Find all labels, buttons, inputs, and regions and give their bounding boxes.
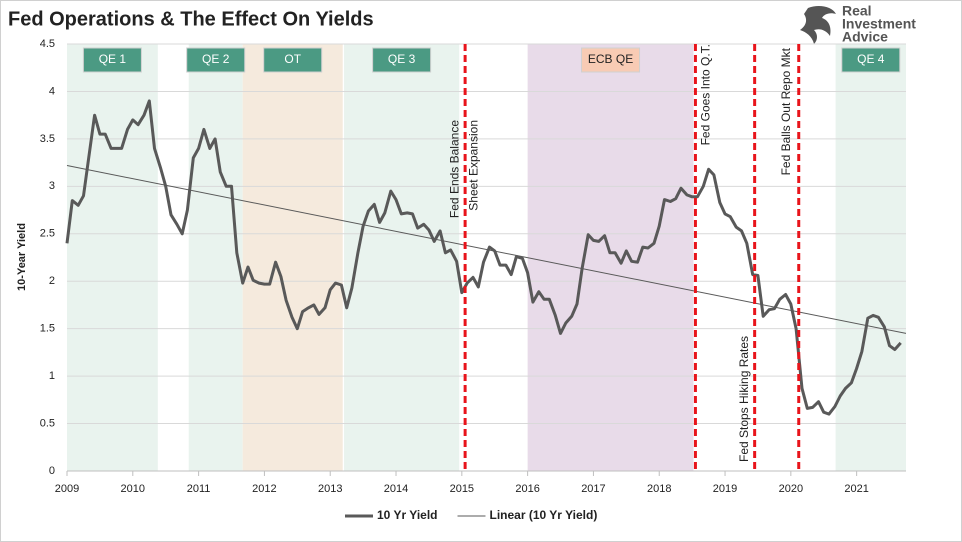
- region-label-box: [372, 47, 432, 73]
- region-label: QE 1: [99, 52, 127, 66]
- chart-title: Fed Operations & The Effect On Yields: [8, 8, 374, 30]
- event-label: Fed Stops Hiking Rates: [737, 336, 751, 462]
- x-tick-label: 2016: [515, 483, 539, 495]
- trend-line: [66, 165, 907, 334]
- logo-text: Investment: [842, 16, 916, 32]
- y-tick-label: 0.5: [40, 417, 55, 429]
- x-tick-label: 2011: [187, 483, 211, 495]
- region-label-box: [581, 47, 641, 73]
- region-label-box: [263, 47, 323, 73]
- logo-text: Real: [842, 3, 872, 19]
- yield-line: [65, 99, 902, 416]
- legend-label: Linear (10 Yr Yield): [490, 508, 598, 522]
- region: [527, 44, 694, 471]
- legend-label: 10 Yr Yield: [377, 508, 438, 522]
- region-label: OT: [284, 52, 301, 66]
- x-tick-label: 2018: [647, 483, 671, 495]
- x-tick-label: 2009: [55, 483, 79, 495]
- y-tick-label: 0: [49, 465, 55, 477]
- event-label: Fed Balls Out Repo Mkt: [779, 47, 793, 175]
- logo-icon: [800, 6, 836, 44]
- y-axis-label: 10-Year Yield: [16, 223, 28, 291]
- region-label: QE 4: [857, 52, 885, 66]
- y-tick-label: 2: [49, 275, 55, 287]
- event-label: Fed Ends Balance: [447, 120, 461, 218]
- y-tick-label: 3.5: [40, 133, 55, 145]
- y-tick-label: 4: [49, 85, 55, 97]
- region: [835, 44, 906, 471]
- y-tick-label: 2.5: [40, 228, 55, 240]
- x-tick-label: 2020: [779, 483, 803, 495]
- y-tick-label: 1.5: [40, 323, 55, 335]
- logo-text: Advice: [842, 29, 888, 45]
- region-label: ECB QE: [588, 52, 633, 66]
- event-label: Sheet Expansion: [466, 120, 480, 211]
- region: [67, 44, 158, 471]
- region: [242, 44, 343, 471]
- x-tick-label: 2021: [844, 483, 868, 495]
- x-tick-label: 2013: [318, 483, 342, 495]
- x-tick-label: 2019: [713, 483, 737, 495]
- region-label-box: [186, 47, 246, 73]
- region-label-box: [82, 47, 142, 73]
- x-tick-label: 2017: [581, 483, 605, 495]
- region-label: QE 3: [388, 52, 416, 66]
- y-tick-label: 1: [49, 370, 55, 382]
- event-label: Fed Goes Into Q.T.: [699, 44, 713, 145]
- region: [344, 44, 460, 471]
- y-tick-label: 4.5: [40, 38, 55, 50]
- region-label: QE 2: [202, 52, 230, 66]
- y-tick-label: 3: [49, 180, 55, 192]
- x-tick-label: 2012: [252, 483, 276, 495]
- x-tick-label: 2015: [450, 483, 474, 495]
- region-label-box: [841, 47, 901, 73]
- region: [188, 44, 243, 471]
- x-tick-label: 2010: [121, 483, 145, 495]
- x-tick-label: 2014: [384, 483, 408, 495]
